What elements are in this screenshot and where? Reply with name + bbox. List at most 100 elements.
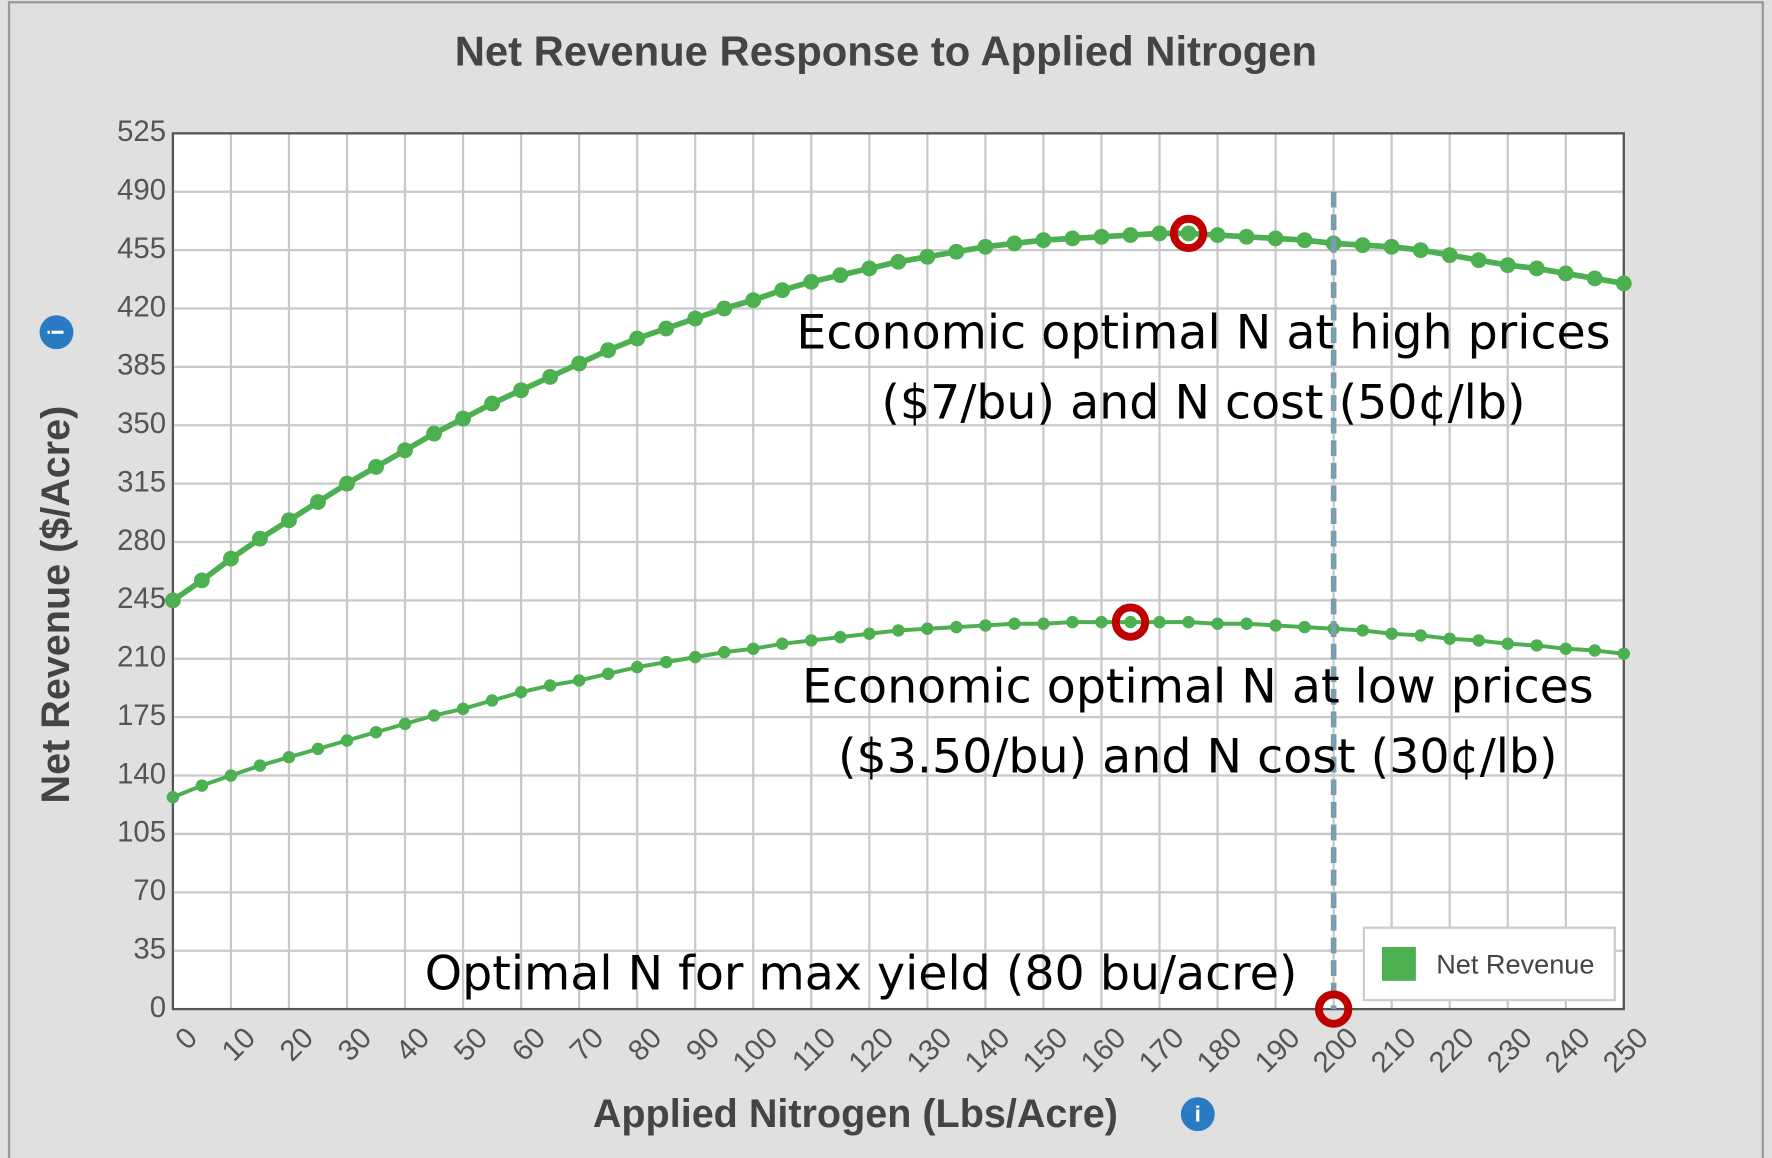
info-icon[interactable]: i <box>39 315 74 350</box>
data-point <box>368 459 384 475</box>
data-point <box>485 694 499 707</box>
data-point <box>1588 644 1602 657</box>
data-point <box>1615 275 1632 292</box>
annotation: ($3.50/bu) and N cost (30¢/lb) <box>838 729 1558 784</box>
data-point <box>542 368 559 385</box>
y-axis-label: Net Revenue ($/Acre) <box>34 406 78 804</box>
plot-area <box>172 133 1624 1010</box>
data-point <box>948 243 965 260</box>
y-tick-label: 420 <box>117 290 166 323</box>
info-icon[interactable]: i <box>1180 1097 1215 1132</box>
data-point <box>716 300 733 317</box>
legend: Net Revenue <box>1362 926 1616 1002</box>
data-point <box>195 779 209 792</box>
data-point <box>834 630 847 644</box>
data-point <box>252 530 268 547</box>
data-point <box>455 410 471 427</box>
annotation: Economic optimal N at low prices <box>802 659 1594 714</box>
data-point <box>863 627 876 640</box>
data-point <box>397 442 413 459</box>
data-point <box>630 660 644 674</box>
data-point <box>1151 225 1168 242</box>
data-point <box>1093 228 1110 245</box>
y-tick-label: 315 <box>117 465 166 498</box>
y-tick-label: 175 <box>117 699 166 732</box>
data-point <box>1209 227 1226 244</box>
data-point <box>689 650 702 664</box>
data-point <box>339 475 355 492</box>
data-point <box>1472 634 1485 647</box>
data-point <box>253 759 267 772</box>
data-point <box>1240 617 1253 630</box>
data-point <box>950 620 963 634</box>
data-point <box>1412 242 1429 259</box>
highlight-marker <box>1111 603 1150 641</box>
data-point <box>340 734 354 747</box>
data-point <box>1180 225 1197 242</box>
data-point <box>745 292 762 309</box>
data-point <box>543 679 557 692</box>
data-point <box>1501 637 1514 650</box>
y-tick-label: 210 <box>117 641 166 674</box>
data-point <box>1441 247 1458 264</box>
data-point <box>1617 647 1631 661</box>
data-point <box>1383 238 1400 255</box>
data-point <box>1064 230 1081 247</box>
annotation: ($7/bu) and N cost (50¢/lb) <box>881 376 1525 431</box>
data-point <box>658 320 675 337</box>
data-point <box>224 769 238 782</box>
data-point <box>571 355 588 372</box>
data-point <box>1499 257 1516 274</box>
data-point <box>1298 620 1311 634</box>
data-point <box>1095 615 1108 629</box>
data-point <box>1470 252 1487 269</box>
y-tick-label: 455 <box>117 232 166 265</box>
y-tick-label: 105 <box>117 816 166 849</box>
data-point <box>193 572 210 589</box>
data-point <box>1269 619 1282 632</box>
y-tick-label: 70 <box>133 874 166 907</box>
data-point <box>1586 270 1603 287</box>
y-tick-label: 385 <box>117 349 166 382</box>
data-point <box>977 238 994 255</box>
data-point <box>892 624 905 637</box>
y-tick-label: 140 <box>117 757 166 790</box>
data-point <box>890 253 907 270</box>
data-point <box>513 382 530 399</box>
data-point <box>1211 617 1224 630</box>
data-point <box>776 637 789 650</box>
data-point <box>164 592 181 609</box>
data-point <box>282 750 296 764</box>
y-tick-label: 35 <box>133 932 166 965</box>
highlight-marker <box>1314 990 1353 1028</box>
data-point <box>427 709 441 722</box>
data-point <box>311 742 325 756</box>
data-point <box>601 667 615 681</box>
annotation: Economic optimal N at high prices <box>796 306 1610 361</box>
data-point <box>310 494 326 510</box>
data-point <box>1356 624 1369 637</box>
data-point <box>803 273 820 290</box>
data-point <box>774 282 791 299</box>
annotation: Optimal N for max yield (80 bu/acre) <box>425 946 1298 1001</box>
highlight-marker <box>1169 214 1208 253</box>
data-point <box>1528 260 1545 277</box>
chart-title: Net Revenue Response to Applied Nitrogen <box>455 27 1317 74</box>
y-tick-label: 245 <box>117 582 166 615</box>
data-point <box>1035 232 1052 249</box>
data-point <box>426 425 442 442</box>
data-point <box>281 512 297 529</box>
data-point <box>1557 265 1574 282</box>
data-point <box>1443 632 1456 645</box>
data-point <box>747 642 760 655</box>
data-point <box>456 702 470 716</box>
data-point <box>1296 232 1313 249</box>
y-tick-label: 525 <box>117 115 166 148</box>
x-axis-label: Applied Nitrogen (Lbs/Acre) <box>593 1092 1118 1136</box>
data-point <box>572 674 586 687</box>
data-point <box>1066 615 1079 629</box>
data-point <box>1530 639 1543 652</box>
data-point <box>1414 629 1427 642</box>
data-point <box>979 619 992 632</box>
